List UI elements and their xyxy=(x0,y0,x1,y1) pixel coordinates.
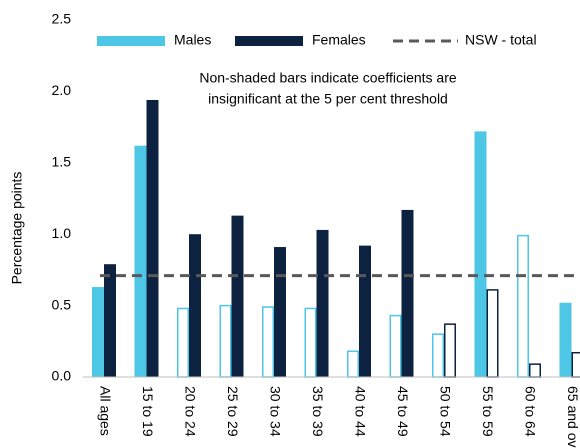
bar xyxy=(486,289,499,378)
y-tick-label: 0.5 xyxy=(52,296,72,312)
x-tick-label: 30 to 34 xyxy=(267,386,283,437)
bar xyxy=(474,131,487,377)
x-tick-label: 20 to 24 xyxy=(182,386,198,437)
annotation: Non-shaded bars indicate coefficients ar… xyxy=(199,70,457,86)
x-tick-label: 25 to 29 xyxy=(225,386,241,437)
legend-label: Males xyxy=(174,32,211,48)
x-tick-label: 40 to 44 xyxy=(352,386,368,437)
x-tick-label: 65 and over xyxy=(565,386,580,448)
x-tick-label: 60 to 64 xyxy=(522,386,538,437)
y-tick-label: 0.0 xyxy=(52,368,72,384)
bar xyxy=(389,314,402,378)
bar xyxy=(571,351,580,378)
x-tick-label: 35 to 39 xyxy=(310,386,326,437)
bar xyxy=(274,247,286,377)
bar xyxy=(444,323,456,378)
bar xyxy=(189,234,201,377)
bar xyxy=(347,350,359,378)
bar xyxy=(316,229,329,377)
annotation: insignificant at the 5 per cent threshol… xyxy=(208,91,448,107)
bar xyxy=(359,245,371,377)
bar xyxy=(219,304,232,378)
x-tick-label: 55 to 59 xyxy=(480,386,496,437)
bar xyxy=(177,307,189,378)
bar xyxy=(559,302,572,377)
bar xyxy=(517,234,529,378)
x-tick-label: All ages xyxy=(97,386,113,436)
bar xyxy=(432,333,444,378)
bar xyxy=(134,145,147,377)
bar xyxy=(529,363,541,378)
bar xyxy=(146,99,159,377)
y-tick-label: 2.0 xyxy=(52,82,72,98)
x-tick-label: 45 to 49 xyxy=(395,386,411,437)
legend-swatch xyxy=(97,36,165,46)
legend-swatch xyxy=(235,36,303,46)
bar xyxy=(304,307,317,378)
bar xyxy=(92,287,104,377)
y-tick-label: 1.0 xyxy=(52,225,72,241)
bar xyxy=(262,306,274,378)
y-tick-label: 1.5 xyxy=(52,154,72,170)
y-axis-label: Percentage points xyxy=(9,172,25,285)
legend-label: NSW - total xyxy=(465,32,537,48)
x-tick-label: 15 to 19 xyxy=(140,386,156,437)
bar xyxy=(104,264,116,377)
bar xyxy=(231,215,244,377)
y-tick-label: 2.5 xyxy=(52,11,72,27)
x-tick-label: 50 to 54 xyxy=(437,386,453,437)
legend-label: Females xyxy=(312,32,366,48)
bar xyxy=(401,209,414,377)
